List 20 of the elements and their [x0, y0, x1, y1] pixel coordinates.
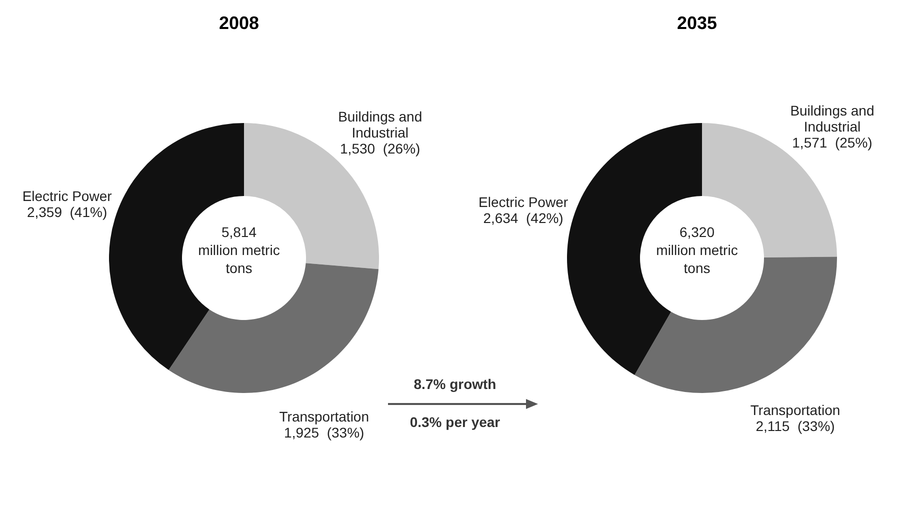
- slice-label: Transportation: [279, 408, 369, 425]
- data-label: 2,359 (41%): [26, 204, 108, 220]
- text: 0.3% per year: [408, 414, 502, 430]
- text: 6,320 million metric tons: [655, 223, 739, 277]
- text: 5,814 million metric tons: [197, 223, 281, 277]
- data-label: 1,530 (26%): [340, 140, 420, 157]
- chart-title: 2008: [218, 12, 260, 35]
- slice-label: Transportation: [750, 402, 840, 418]
- data-label: 1,571 (25%): [792, 134, 872, 151]
- chart-title: 2035: [676, 12, 718, 35]
- data-label: 2,634 (42%): [483, 210, 564, 226]
- donut-slice: [634, 256, 837, 393]
- donut-slice: [168, 263, 379, 393]
- data-label: 1,925 (33%): [284, 424, 364, 441]
- slice-label: Electric Power: [478, 194, 568, 210]
- data-label: 2,115 (33%): [756, 418, 835, 434]
- slice-label: Buildings and Industrial: [338, 108, 422, 141]
- slice-label: Electric Power: [22, 188, 112, 204]
- slice-label: Buildings and Industrial: [790, 102, 874, 135]
- text: 8.7% growth: [412, 376, 498, 392]
